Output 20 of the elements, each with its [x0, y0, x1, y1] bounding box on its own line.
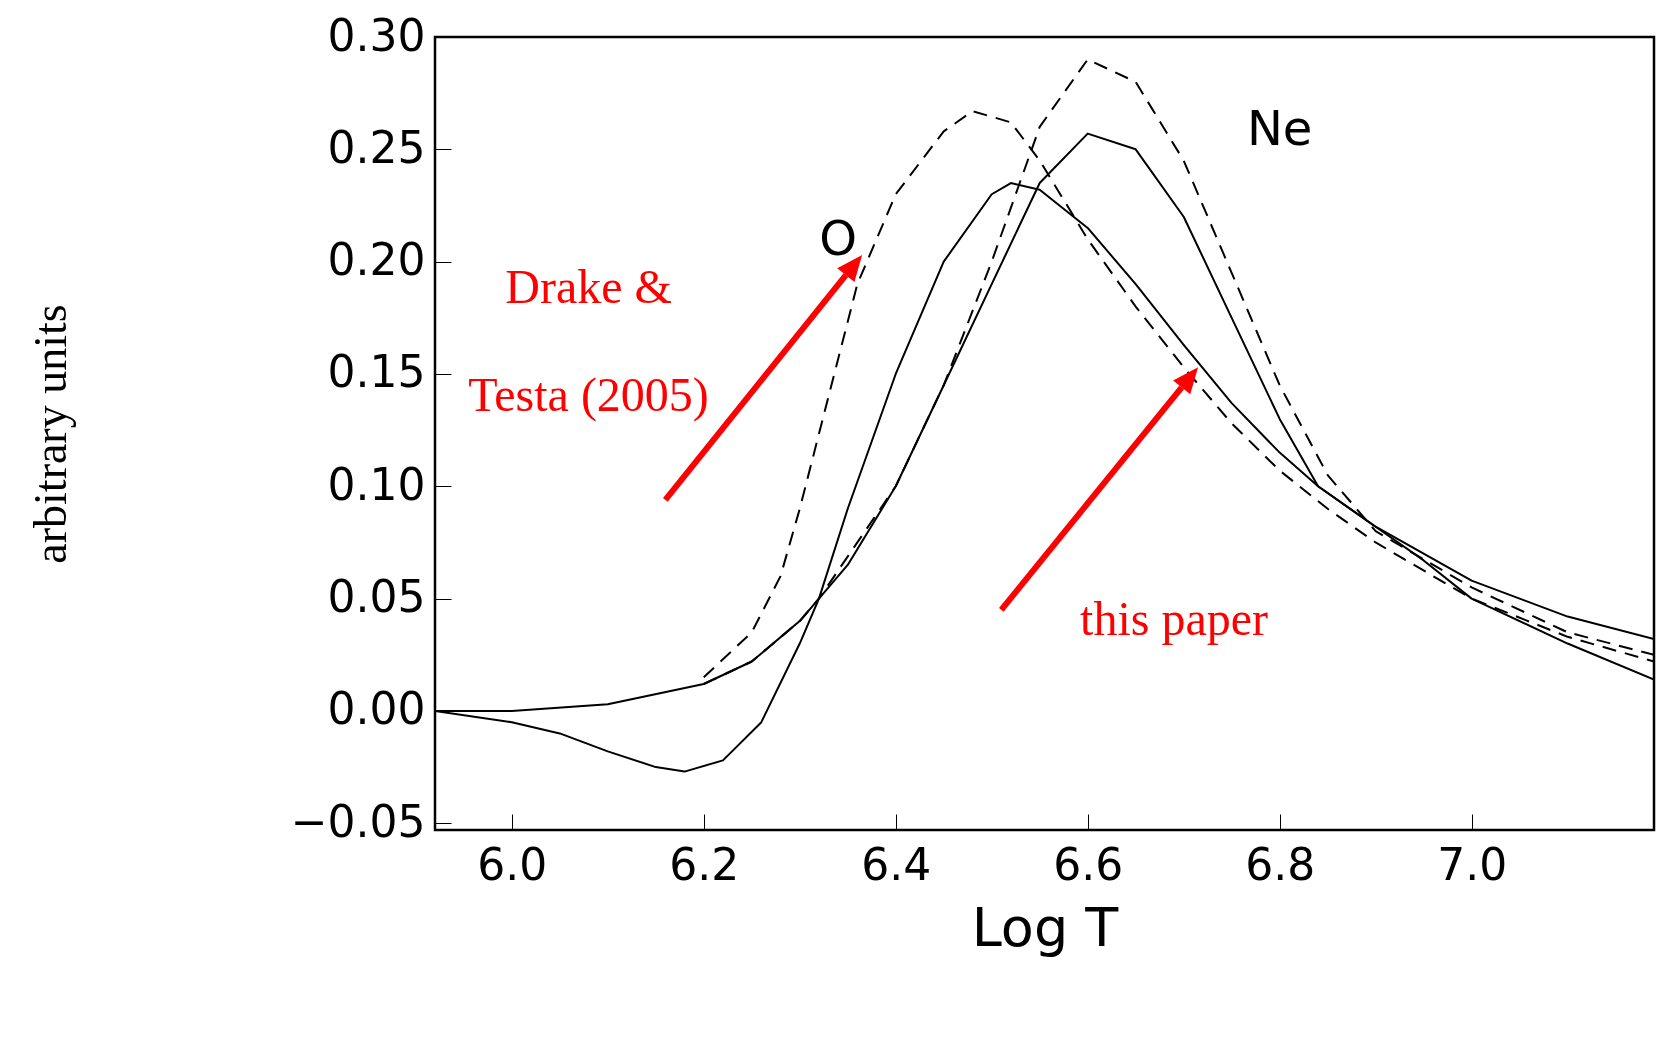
x-axis-title: Log T: [971, 895, 1120, 959]
y-tick-label: 0.05: [327, 571, 426, 623]
x-tick-label: 6.6: [1053, 838, 1124, 890]
x-tick-label: 6.4: [861, 838, 932, 890]
y-tick-label: 0.30: [327, 9, 426, 61]
annotation: O: [819, 210, 858, 267]
x-tick-label: 6.8: [1245, 838, 1316, 890]
annotation: this paper: [1080, 592, 1269, 646]
y-tick-label: 0.25: [327, 121, 426, 173]
x-tick-label: 6.2: [669, 838, 740, 890]
y-tick-label: 0.10: [327, 458, 426, 510]
x-tick-label: 6.0: [477, 838, 548, 890]
y-tick-label: −0.05: [290, 795, 426, 847]
annotation: Drake & Testa (2005): [468, 259, 709, 422]
y-axis-title: arbitrary units: [24, 304, 76, 564]
y-tick-label: 0.15: [327, 346, 426, 398]
y-tick-label: 0.00: [327, 683, 426, 735]
x-tick-label: 7.0: [1437, 838, 1508, 890]
y-tick-label: 0.20: [327, 234, 426, 286]
annotation: Ne: [1246, 100, 1313, 157]
